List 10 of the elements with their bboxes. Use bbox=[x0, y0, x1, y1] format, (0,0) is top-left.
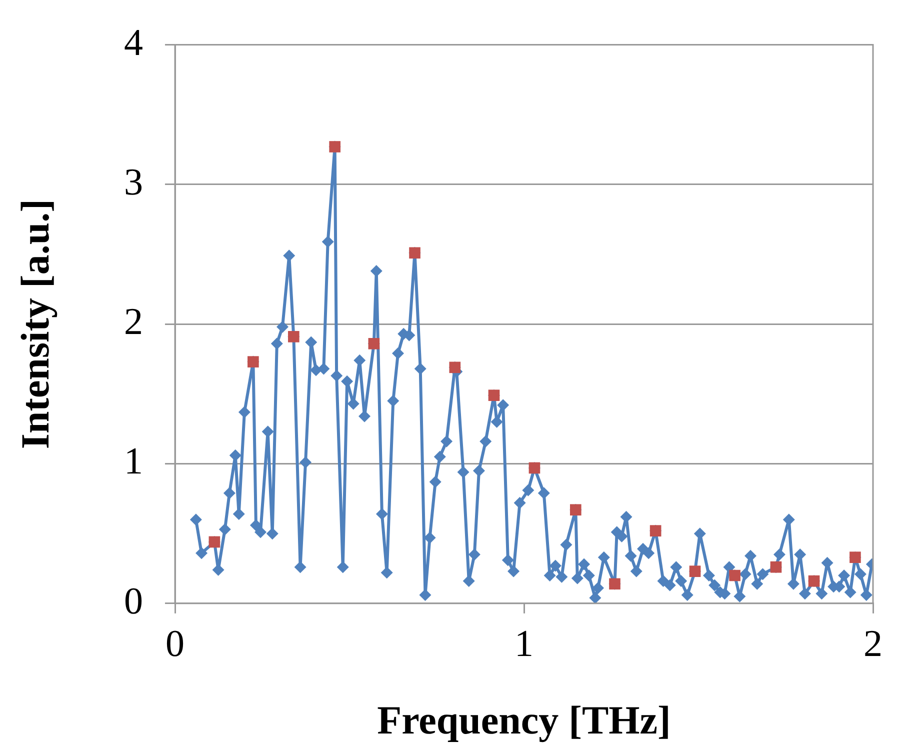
x-axis-title: Frequency [THz] bbox=[377, 697, 671, 742]
y-tick-label: 1 bbox=[124, 440, 143, 483]
x-tick-label: 0 bbox=[166, 623, 184, 666]
x-tick-label: 2 bbox=[864, 623, 882, 666]
x-tick-label: 1 bbox=[514, 623, 534, 666]
y-tick-label: 4 bbox=[124, 22, 143, 64]
y-tick-label: 2 bbox=[124, 301, 143, 344]
y-tick-label: 0 bbox=[124, 580, 143, 622]
y-axis-title: Intensity [a.u.] bbox=[12, 199, 58, 450]
y-tick-label: 3 bbox=[124, 161, 143, 204]
